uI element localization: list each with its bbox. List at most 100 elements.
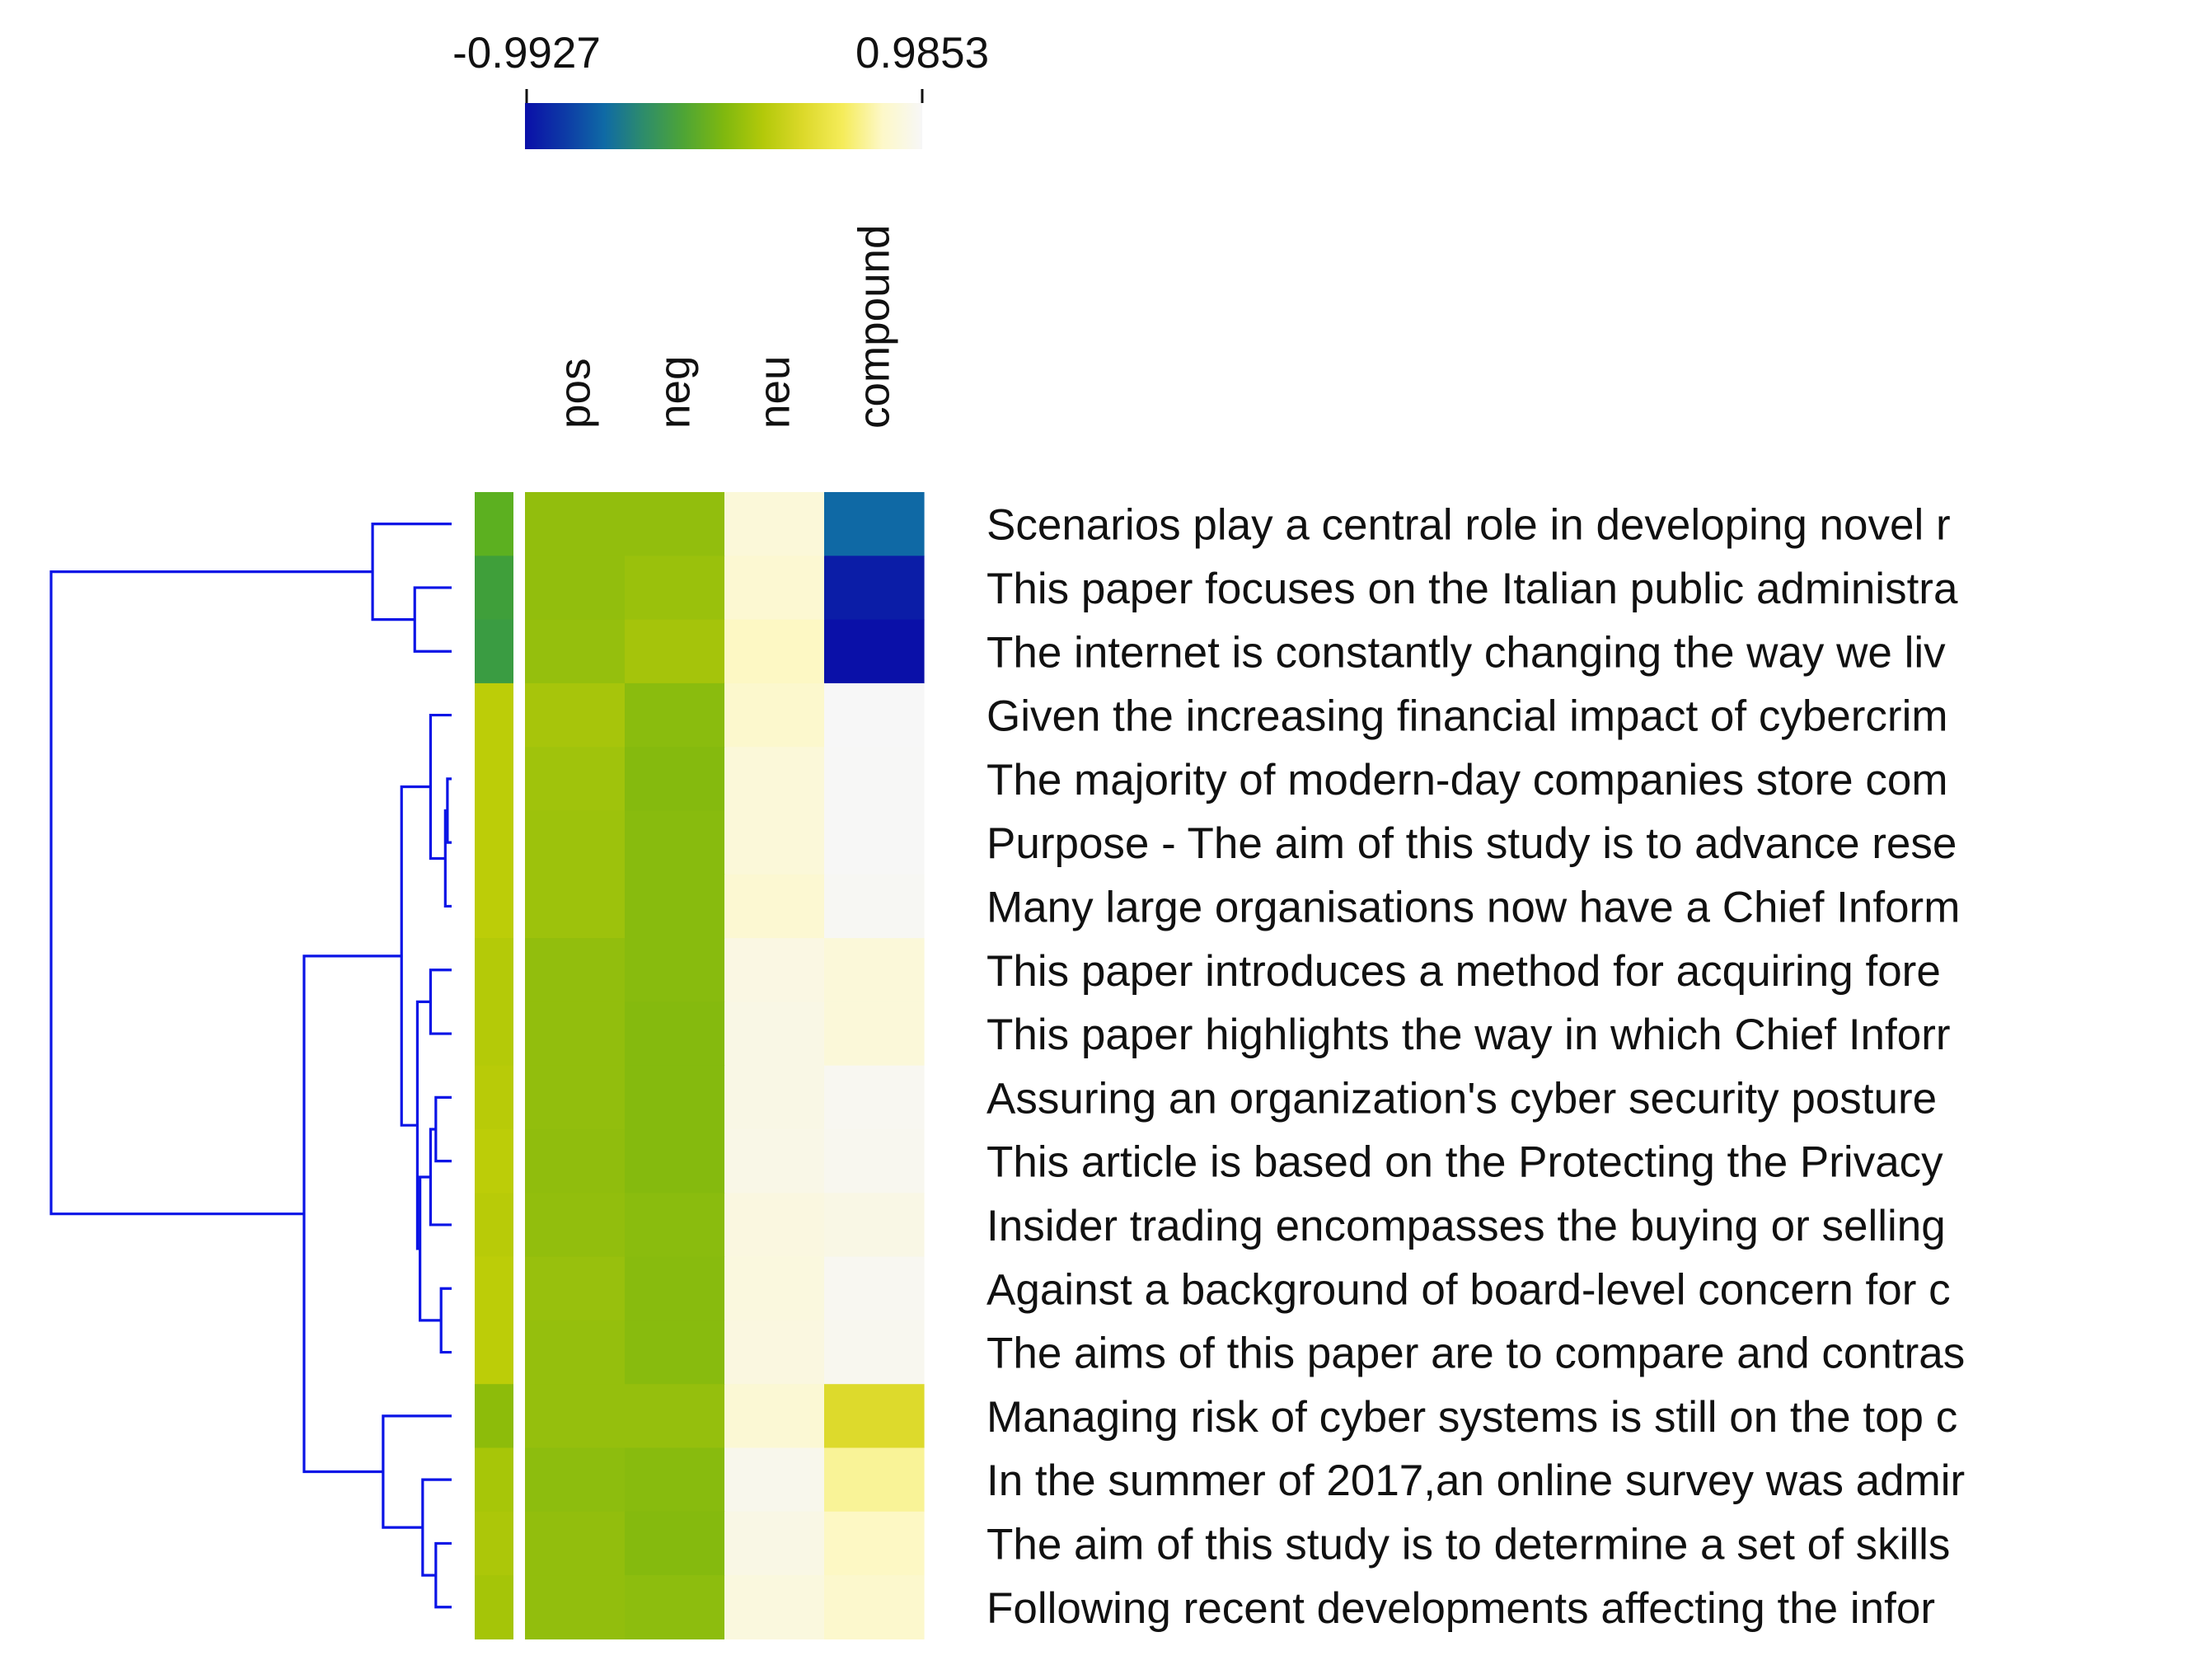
dendrogram-link	[446, 777, 452, 844]
column-label-neg: neg	[651, 356, 700, 429]
row-color-cell	[475, 682, 513, 748]
row-label: Many large organisations now have a Chie…	[986, 883, 1960, 931]
heatmap-cell	[525, 1447, 626, 1513]
dendrogram-link	[419, 1175, 442, 1322]
heatmap-cell	[625, 682, 725, 748]
heatmap-cell	[525, 1320, 626, 1385]
heatmap-cell	[625, 1384, 725, 1449]
row-color-cell	[475, 556, 513, 621]
row-label: Insider trading encompasses the buying o…	[986, 1202, 1946, 1250]
dendrogram-link	[434, 1541, 452, 1609]
heatmap-cell	[525, 810, 626, 875]
row-label: In the summer of 2017,an online survey w…	[986, 1456, 1965, 1505]
heatmap-cell	[724, 1256, 825, 1321]
row-label: Scenarios play a central role in develop…	[986, 501, 1951, 550]
row-color-cell	[475, 1001, 513, 1067]
heatmap-cell	[824, 1193, 925, 1258]
colorbar: -0.9927 0.9853	[452, 29, 989, 149]
row-color-cell	[475, 1256, 513, 1321]
heatmap-cell	[824, 1256, 925, 1321]
heatmap-cell	[724, 1193, 825, 1258]
heatmap-cell	[525, 1001, 626, 1067]
dendrogram-link	[434, 1095, 452, 1163]
dendrogram-link	[302, 954, 402, 1474]
heatmap-cell	[724, 874, 825, 939]
row-label: The internet is constantly changing the …	[986, 628, 1946, 677]
dendrogram-link	[382, 1414, 452, 1529]
dendrogram-link	[371, 523, 452, 621]
heatmap-cell	[824, 682, 925, 748]
row-color-cell	[475, 1065, 513, 1130]
row-label: This paper highlights the way in which C…	[986, 1011, 1951, 1059]
heatmap-cell	[525, 492, 626, 556]
heatmap-cell	[724, 747, 825, 812]
heatmap-cell	[724, 1575, 825, 1639]
heatmap-cell	[824, 747, 925, 812]
colorbar-max-label: 0.9853	[855, 29, 989, 77]
heatmap-cell	[824, 810, 925, 875]
row-color-cell	[475, 619, 513, 684]
column-label-compound: compound	[851, 224, 899, 429]
row-color-cell	[475, 810, 513, 875]
colorbar-min-label: -0.9927	[452, 29, 601, 77]
heatmap-cell	[525, 1511, 626, 1576]
heatmap-cell	[724, 1384, 825, 1449]
heatmap-cell	[625, 1320, 725, 1385]
heatmap-cell	[724, 1129, 825, 1194]
dendrogram-link	[439, 1287, 452, 1354]
heatmap-cell	[824, 1320, 925, 1385]
heatmap-cell	[525, 747, 626, 812]
row-labels: Scenarios play a central role in develop…	[986, 501, 1965, 1633]
heatmap-cell	[724, 938, 825, 1002]
heatmap-cell	[625, 619, 725, 684]
heatmap-cell	[824, 1129, 925, 1194]
dendrogram-link	[49, 570, 373, 1216]
row-color-cell	[475, 1511, 513, 1576]
heatmap-cell	[625, 747, 725, 812]
heatmap-cell	[525, 682, 626, 748]
heatmap-cell	[625, 556, 725, 621]
heatmap-cell	[824, 1065, 925, 1130]
dendrogram-link	[413, 586, 452, 653]
heatmap-cell	[625, 492, 725, 556]
heatmap-cell	[824, 1511, 925, 1576]
heatmap-cell	[824, 619, 925, 684]
row-label: The aim of this study is to determine a …	[986, 1520, 1950, 1569]
heatmap-cell	[525, 1065, 626, 1130]
heatmap-cell	[525, 1384, 626, 1449]
heatmap-cell	[625, 938, 725, 1002]
heatmap-cell	[824, 1384, 925, 1449]
heatmap-cell	[525, 1256, 626, 1321]
heatmap-cell	[824, 556, 925, 621]
row-label: This article is based on the Protecting …	[986, 1138, 1943, 1187]
row-label: Following recent developments affecting …	[986, 1584, 1935, 1633]
heatmap-cell	[724, 1320, 825, 1385]
heatmap-cell	[625, 1256, 725, 1321]
colorbar-gradient	[525, 103, 922, 149]
row-color-strip	[475, 492, 513, 1639]
heatmap-cell	[724, 619, 825, 684]
row-color-cell	[475, 1320, 513, 1385]
row-color-cell	[475, 874, 513, 939]
heatmap-cell	[724, 492, 825, 556]
heatmap-cell	[525, 874, 626, 939]
row-color-cell	[475, 1575, 513, 1639]
heatmap-cell	[625, 1447, 725, 1513]
row-label: Managing risk of cyber systems is still …	[986, 1393, 1957, 1442]
dendrogram-link	[421, 1478, 452, 1577]
heatmap-cell	[525, 1575, 626, 1639]
heatmap-cell	[525, 619, 626, 684]
column-label-pos: pos	[551, 359, 600, 429]
heatmap-cell	[724, 1065, 825, 1130]
heatmap-cell	[625, 874, 725, 939]
heatmap-cell	[824, 1575, 925, 1639]
heatmap-cell	[625, 1129, 725, 1194]
column-labels: pos neg neu compound	[551, 224, 899, 429]
heatmap-cell	[824, 938, 925, 1002]
row-color-cell	[475, 1447, 513, 1513]
row-label: Purpose - The aim of this study is to ad…	[986, 819, 1957, 868]
row-color-cell	[475, 1384, 513, 1449]
heatmap-cell	[625, 810, 725, 875]
heatmap-cell	[724, 1001, 825, 1067]
